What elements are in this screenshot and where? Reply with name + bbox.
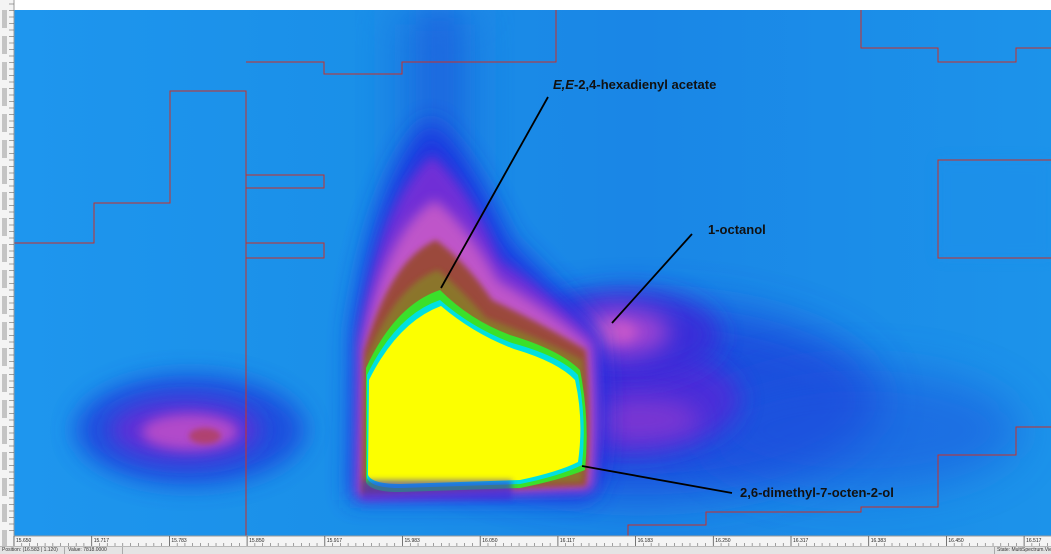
- y-tick-label-placeholder: [2, 374, 7, 392]
- y-tick-label-placeholder: [2, 36, 7, 54]
- y-tick-label-placeholder: [2, 270, 7, 288]
- y-tick-label-placeholder: [2, 244, 7, 262]
- y-tick-label-placeholder: [2, 452, 7, 470]
- x-tick-label: 16.450: [948, 538, 964, 544]
- y-tick-label-placeholder: [2, 322, 7, 340]
- label-dimethyl-octenol: 2,6-dimethyl-7-octen-2-ol: [740, 485, 894, 500]
- y-tick-label-placeholder: [2, 166, 7, 184]
- leader-octenol: [581, 465, 733, 494]
- right-box-region: [938, 160, 1051, 258]
- x-tick-label: 15.783: [171, 538, 187, 544]
- main-peak-base: [362, 480, 512, 500]
- tail-blue-far: [700, 370, 1020, 490]
- y-tick-label-placeholder: [2, 114, 7, 132]
- y-tick-label-placeholder: [2, 140, 7, 158]
- y-tick-label-placeholder: [2, 218, 7, 236]
- top-ruler: [14, 0, 1051, 10]
- outline-bottom-right: [627, 426, 1051, 546]
- x-tick-label: 16.383: [871, 538, 887, 544]
- y-tick-label-placeholder: [2, 192, 7, 210]
- y-tick-label-placeholder: [2, 10, 7, 28]
- x-tick-label: 15.983: [405, 538, 421, 544]
- y-tick-label-placeholder: [2, 88, 7, 106]
- y-tick-label-placeholder: [2, 426, 7, 444]
- x-ruler: [14, 536, 1051, 546]
- region-outlines: [14, 10, 1051, 546]
- outline-topright: [860, 10, 1051, 63]
- x-axis-ticks: 15.650 15.717 15.783 15.850 15.917 15.983 16.0…: [13, 536, 1048, 546]
- label-hexadienyl-acetate: E,E-2,4-hexadienyl acetate: [553, 77, 716, 92]
- x-tick-label: 16.517: [1026, 538, 1042, 544]
- x-tick-label: 16.183: [638, 538, 654, 544]
- y-tick-label-placeholder: [2, 530, 7, 546]
- outline-box-upper: [246, 174, 325, 189]
- x-tick-label: 15.650: [16, 538, 32, 544]
- status-state: State: MultiSpectrum.Vie: [994, 547, 1051, 554]
- outline-box-lower: [246, 242, 325, 259]
- outline-left: [14, 90, 247, 546]
- y-tick-label-placeholder: [2, 62, 7, 80]
- status-bar: Position: (16.583 | 1.120) Value: 7818.0…: [0, 546, 1051, 554]
- leader-hexadienyl: [440, 96, 549, 289]
- status-value: Value: 7818.0000: [66, 547, 123, 554]
- y-tick-label-placeholder: [2, 348, 7, 366]
- x-tick-label: 16.250: [715, 538, 731, 544]
- outline-right-box: [937, 159, 1051, 259]
- leader-lines: [440, 96, 733, 494]
- leader-octanol: [611, 233, 693, 324]
- y-tick-label-placeholder: [2, 504, 7, 522]
- main-peak-core: [368, 306, 581, 484]
- y-tick-label-placeholder: [2, 296, 7, 314]
- left-peak-center: [189, 428, 221, 444]
- x-tick-label: 16.117: [560, 538, 575, 544]
- outline-top: [246, 10, 557, 75]
- x-tick-label: 15.917: [327, 538, 343, 544]
- left-peak-magenta: [142, 414, 238, 450]
- label-octanol: 1-octanol: [708, 222, 766, 237]
- y-tick-label-placeholder: [2, 478, 7, 496]
- y-ruler-ticks: [2, 3, 14, 546]
- y-tick-label-placeholder: [2, 400, 7, 418]
- label-hexadienyl-italic: E,E: [553, 77, 574, 92]
- peak-right-lobe: [580, 398, 700, 442]
- status-position: Position: (16.583 | 1.120): [0, 547, 65, 554]
- x-tick-label: 16.050: [482, 538, 498, 544]
- x-tick-label: 15.850: [249, 538, 265, 544]
- x-tick-label: 16.317: [793, 538, 809, 544]
- label-hexadienyl-rest: -2,4-hexadienyl acetate: [573, 77, 717, 92]
- x-tick-label: 15.717: [94, 538, 110, 544]
